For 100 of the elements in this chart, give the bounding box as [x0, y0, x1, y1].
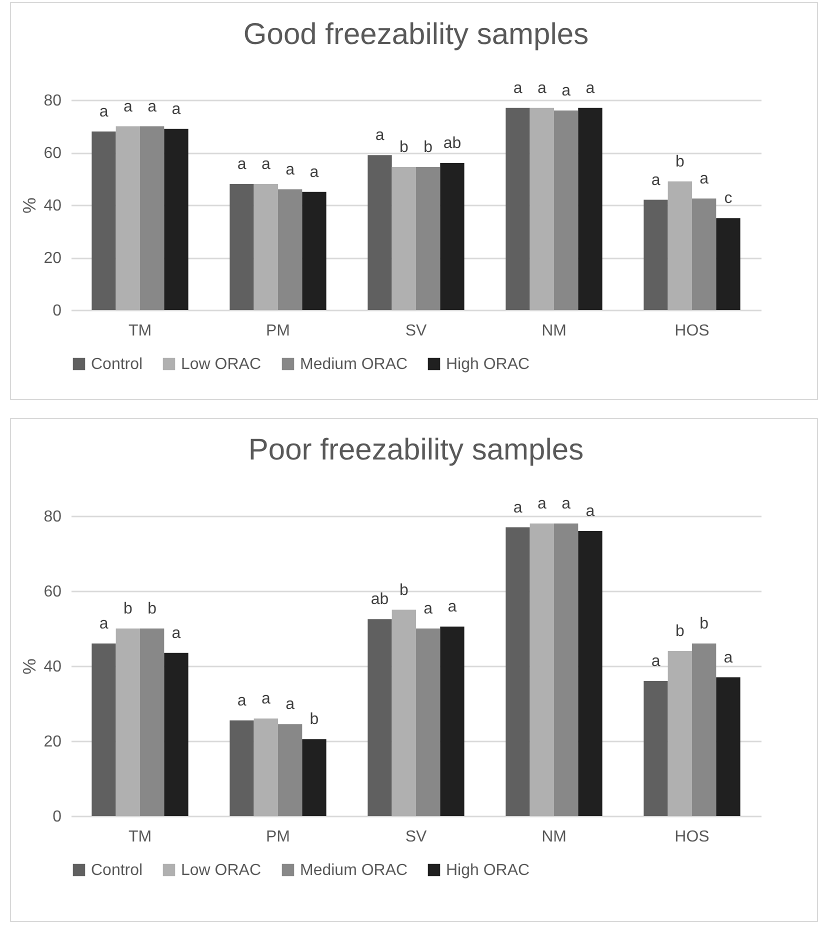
data-label: a — [261, 690, 270, 708]
data-label: b — [123, 600, 132, 618]
data-label: ab — [443, 135, 462, 152]
bar — [164, 128, 188, 310]
x-tick-label: NM — [542, 828, 566, 846]
data-label: b — [675, 623, 684, 640]
data-label: b — [148, 600, 157, 618]
x-tick-label: SV — [405, 322, 427, 340]
x-tick-label: HOS — [674, 828, 710, 846]
data-label: a — [651, 172, 660, 189]
bar — [578, 531, 602, 816]
y-tick-label: 20 — [44, 250, 62, 267]
data-label: a — [123, 98, 132, 116]
y-tick-label: 80 — [44, 92, 62, 110]
bar — [278, 189, 302, 310]
data-label: a — [172, 624, 181, 642]
legend-label: Medium ORAC — [300, 356, 408, 373]
data-label: ab — [370, 591, 389, 608]
y-tick-label: 0 — [52, 808, 62, 826]
bar — [302, 192, 326, 310]
bar — [692, 644, 716, 816]
legend-label: Control — [91, 862, 143, 879]
bar — [440, 163, 464, 310]
data-label: b — [399, 138, 408, 156]
bar — [230, 184, 254, 310]
legend-label: High ORAC — [446, 862, 530, 879]
data-label: a — [172, 100, 181, 118]
bar — [368, 155, 392, 310]
data-label: c — [724, 190, 732, 208]
bar — [254, 718, 278, 816]
data-label: a — [537, 80, 546, 97]
chart-title: Poor freezability samples — [248, 434, 584, 466]
data-label: a — [310, 164, 319, 181]
bar — [554, 524, 578, 816]
y-tick-label: 20 — [44, 734, 62, 750]
data-label: a — [513, 80, 522, 97]
data-label: b — [700, 616, 709, 632]
bar — [392, 610, 416, 816]
data-label: a — [586, 503, 595, 520]
bar — [416, 628, 440, 816]
bar — [692, 198, 716, 310]
y-tick-label: 60 — [44, 584, 62, 600]
bar — [302, 739, 326, 816]
x-tick-label: TM — [128, 828, 152, 846]
bar — [116, 628, 140, 816]
bar — [140, 126, 164, 310]
y-tick-label: 40 — [44, 658, 62, 676]
x-tick-label: SV — [405, 828, 427, 846]
chart-title: Good freezability samples — [243, 18, 589, 51]
bar — [530, 108, 554, 310]
bar — [278, 724, 302, 816]
legend-label: Low ORAC — [181, 862, 262, 879]
bar — [92, 644, 116, 816]
y-tick-label: 80 — [44, 508, 62, 526]
bar — [644, 200, 668, 310]
data-label: a — [651, 653, 660, 670]
bar — [368, 619, 392, 816]
data-label: b — [424, 138, 433, 156]
bar — [506, 108, 530, 310]
data-label: a — [99, 104, 108, 120]
bar — [644, 681, 668, 816]
x-tick-label: HOS — [674, 322, 710, 340]
data-label: a — [237, 156, 246, 173]
x-tick-label: PM — [266, 322, 290, 340]
bar — [530, 524, 554, 816]
data-label: a — [537, 496, 546, 512]
data-label: a — [286, 696, 295, 714]
y-tick-label: 0 — [52, 302, 62, 320]
data-label: a — [586, 80, 595, 97]
data-label: a — [448, 598, 457, 616]
data-label: b — [399, 582, 408, 599]
bar — [716, 218, 740, 310]
data-label: a — [562, 82, 571, 100]
bar — [92, 132, 116, 310]
bar — [116, 126, 140, 310]
bar — [254, 184, 278, 310]
data-label: a — [724, 649, 733, 666]
bar — [668, 181, 692, 310]
data-label: a — [261, 156, 270, 173]
bar — [392, 166, 416, 310]
data-label: b — [310, 711, 319, 728]
x-tick-label: NM — [542, 322, 566, 340]
data-label: a — [286, 161, 295, 178]
legend-label: High ORAC — [446, 356, 530, 373]
bar — [716, 677, 740, 816]
x-tick-label: PM — [266, 828, 290, 846]
bar — [578, 108, 602, 310]
data-label: a — [424, 600, 433, 618]
data-label: a — [700, 170, 709, 188]
legend-label: Medium ORAC — [300, 862, 408, 879]
bar — [668, 651, 692, 816]
data-label: a — [513, 499, 522, 516]
data-label: a — [237, 692, 246, 710]
legend-label: Low ORAC — [181, 356, 262, 373]
bar — [416, 166, 440, 310]
y-tick-label: 60 — [44, 145, 62, 162]
data-label: a — [99, 616, 108, 632]
data-label: a — [148, 98, 157, 116]
y-tick-label: 40 — [44, 198, 62, 214]
bar — [230, 720, 254, 816]
